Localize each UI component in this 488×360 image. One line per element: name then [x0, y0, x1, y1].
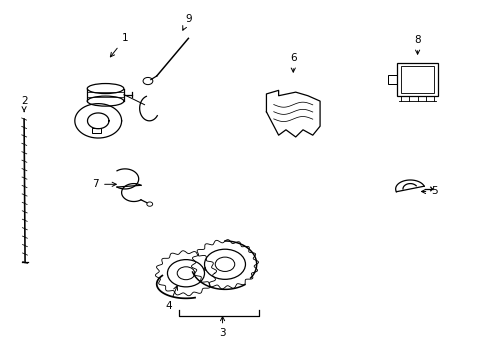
- Bar: [396, 63, 437, 96]
- Text: 9: 9: [183, 14, 191, 30]
- Text: 1: 1: [110, 33, 128, 57]
- Text: 6: 6: [289, 53, 296, 72]
- Bar: [400, 66, 433, 93]
- Text: 7: 7: [92, 179, 116, 189]
- Text: 4: 4: [165, 286, 177, 311]
- Text: 3: 3: [219, 316, 225, 338]
- Text: 2: 2: [21, 96, 27, 112]
- Text: 8: 8: [413, 35, 420, 54]
- Bar: [387, 75, 396, 84]
- Text: 5: 5: [421, 186, 437, 197]
- Bar: [92, 129, 101, 134]
